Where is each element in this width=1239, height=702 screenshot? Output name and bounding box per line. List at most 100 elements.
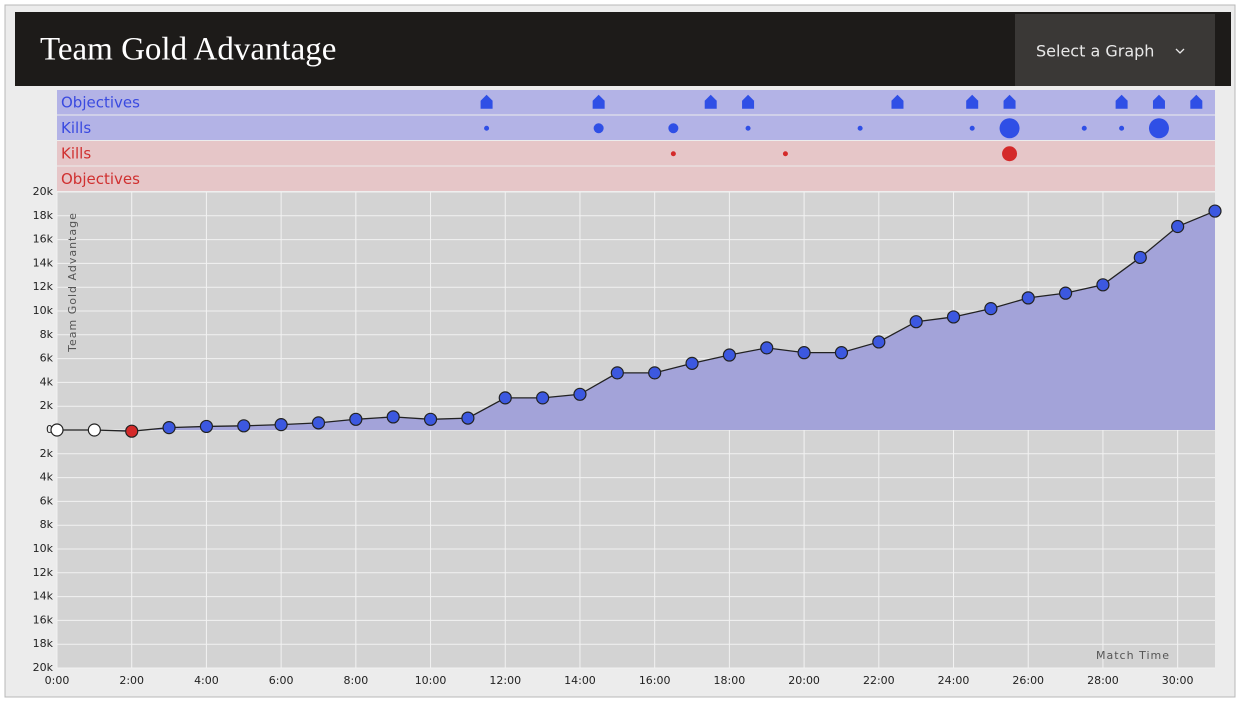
x-axis-label: Match Time — [1096, 649, 1170, 662]
objective-icon — [742, 94, 755, 109]
point — [722, 348, 736, 362]
objective-shape — [480, 94, 493, 109]
y-tick-label: 12k — [33, 280, 54, 293]
point — [984, 302, 998, 316]
y-tick-label: 14k — [33, 590, 54, 603]
objective-icon — [1003, 94, 1016, 109]
row-label: Kills — [61, 144, 91, 162]
y-tick-label: 4k — [40, 375, 54, 388]
row-label: Objectives — [61, 93, 140, 111]
kill-dot — [670, 151, 676, 157]
point — [311, 416, 326, 430]
x-tick-label: 20:00 — [788, 674, 820, 687]
y-tick-label: 10k — [33, 304, 54, 317]
y-tick-label: 8k — [40, 518, 54, 531]
point — [573, 387, 587, 401]
point — [1133, 250, 1147, 265]
point — [760, 341, 774, 355]
kill-dot — [745, 125, 751, 131]
y-tick-label: 6k — [40, 494, 54, 507]
point — [162, 421, 176, 435]
objective-shape — [966, 94, 979, 109]
graph-select[interactable] — [1015, 14, 1215, 86]
header-title: Team Gold Advantage — [40, 32, 336, 68]
y-tick-label: 10k — [33, 542, 54, 555]
y-axis-label: Team Gold Advantage — [66, 212, 79, 353]
objective-shape — [592, 94, 605, 109]
x-tick-label: 8:00 — [343, 674, 368, 687]
objective-icon — [592, 94, 605, 109]
point — [1021, 291, 1035, 305]
objective-shape — [1190, 94, 1203, 109]
objective-shape — [704, 94, 717, 109]
objective-icon — [891, 94, 904, 109]
x-tick-label: 30:00 — [1162, 674, 1194, 687]
y-tick-label: 6k — [40, 352, 54, 365]
objective-icon — [1152, 94, 1165, 109]
point — [50, 423, 64, 437]
y-tick-label: 18k — [33, 637, 54, 650]
kill-dot — [484, 125, 490, 131]
x-tick-label: 22:00 — [863, 674, 895, 687]
kill-dot — [593, 123, 604, 134]
y-tick-label: 20k — [33, 185, 54, 198]
point — [797, 346, 811, 360]
point — [237, 419, 251, 433]
y-tick-label: 14k — [33, 256, 54, 269]
plot: Objectives Kills Kills Objectives 0:00 2:00 4:… — [33, 90, 1222, 687]
point — [274, 418, 288, 432]
y-tick-label: 16k — [33, 233, 54, 246]
objective-shape — [742, 94, 755, 109]
point — [125, 424, 139, 438]
event-row — [57, 166, 1215, 191]
point — [87, 423, 101, 437]
point — [349, 412, 363, 426]
x-tick-label: 2:00 — [119, 674, 144, 687]
event-row — [57, 141, 1215, 166]
graph-select-label[interactable]: Select a Graph — [1036, 42, 1154, 61]
x-tick-label: 0:00 — [45, 674, 70, 687]
kill-dot — [1148, 118, 1169, 139]
point — [946, 310, 961, 324]
row-label: Objectives — [61, 170, 140, 188]
objective-shape — [891, 94, 904, 109]
objective-icon — [966, 94, 979, 109]
point — [386, 410, 400, 424]
point — [1208, 204, 1222, 218]
y-tick-label: 8k — [40, 328, 54, 341]
point — [423, 412, 438, 426]
y-tick-label: 18k — [33, 209, 54, 222]
kill-dot — [969, 125, 975, 131]
select-chevron[interactable] — [1175, 48, 1185, 54]
objective-icon — [1190, 94, 1203, 109]
x-tick-label: 26:00 — [1012, 674, 1044, 687]
y-tick-label: 2k — [40, 399, 54, 412]
y-tick-label: 0 — [46, 423, 53, 436]
kill-dot — [1119, 125, 1125, 131]
point — [1171, 219, 1185, 234]
y-tick-label: 12k — [33, 566, 54, 579]
kill-dot — [857, 125, 863, 131]
x-tick-label: 24:00 — [938, 674, 970, 687]
y-tick-label: 16k — [33, 613, 54, 626]
kill-dot — [1081, 125, 1087, 131]
point — [648, 366, 662, 380]
x-tick-label: 6:00 — [269, 674, 294, 687]
x-tick-label: 18:00 — [714, 674, 746, 687]
objective-icon — [480, 94, 493, 109]
point — [498, 391, 512, 405]
point — [872, 335, 886, 349]
point — [909, 315, 923, 329]
objective-icon — [1115, 94, 1128, 109]
point — [685, 356, 699, 370]
y-tick-label: 20k — [33, 661, 54, 674]
kill-dot — [668, 123, 679, 134]
point — [1096, 278, 1110, 292]
kill-dot — [999, 118, 1020, 139]
event-row — [57, 90, 1215, 115]
objective-shape — [1115, 94, 1128, 109]
area — [57, 211, 1215, 432]
kill-dot — [1002, 146, 1018, 162]
